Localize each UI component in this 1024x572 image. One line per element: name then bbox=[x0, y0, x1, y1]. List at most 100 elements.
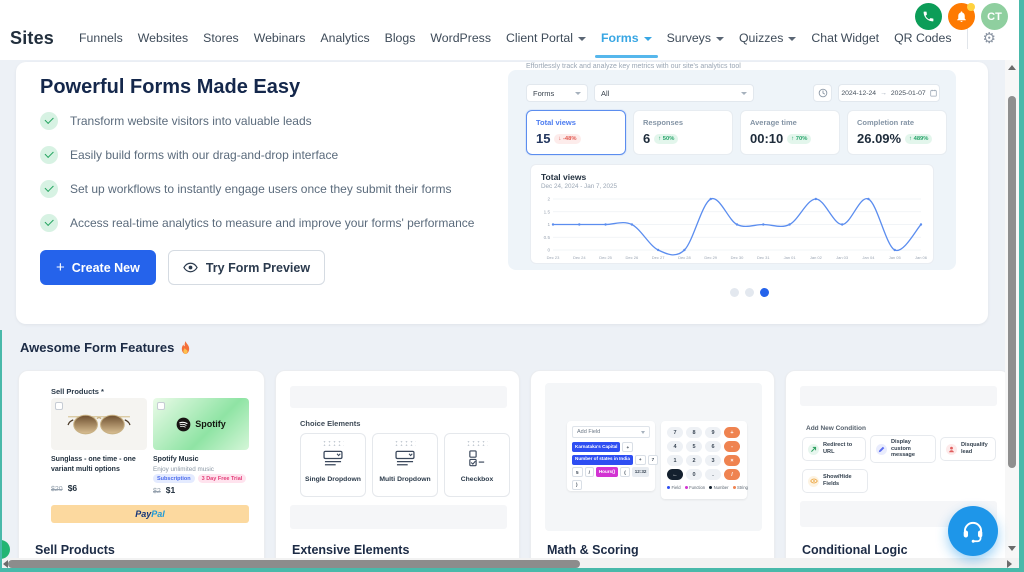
element-tile-multi-dropdown[interactable]: Multi Dropdown bbox=[372, 433, 438, 497]
formula-token[interactable]: / bbox=[584, 467, 594, 477]
scroll-down-arrow[interactable] bbox=[1008, 546, 1016, 551]
nav-qr-codes[interactable]: QR Codes bbox=[894, 31, 952, 45]
formula-token[interactable]: 7 bbox=[647, 454, 659, 465]
total-views-line-chart: 0 0.5 1 1.5 2 Dec 23 Dec 24 Dec 25 Dec 26 Dec 27 D… bbox=[544, 197, 928, 260]
scroll-up-arrow[interactable] bbox=[1008, 65, 1016, 70]
keypad-key-divide[interactable]: / bbox=[724, 469, 740, 480]
formula-token[interactable]: Hours() bbox=[595, 467, 619, 477]
nav-stores[interactable]: Stores bbox=[203, 31, 239, 45]
eye-icon bbox=[183, 262, 198, 273]
nav-surveys[interactable]: Surveys bbox=[667, 31, 724, 45]
keypad-key[interactable]: 0 bbox=[686, 469, 702, 480]
placeholder-band bbox=[290, 386, 507, 408]
placeholder-band bbox=[290, 505, 507, 529]
product-checkbox[interactable] bbox=[157, 402, 165, 410]
formula-token[interactable]: 5 bbox=[572, 467, 583, 477]
carousel-dot[interactable] bbox=[745, 288, 754, 297]
window-edge-highlight bbox=[1019, 0, 1024, 572]
product-badges: Subscription 3 Day Free Trial bbox=[153, 474, 247, 483]
action-tile-redirect-url[interactable]: Redirect to URL bbox=[802, 437, 866, 461]
element-tile-single-dropdown[interactable]: Single Dropdown bbox=[300, 433, 366, 497]
notifications-button[interactable] bbox=[948, 3, 975, 30]
entity-type-select[interactable]: Forms bbox=[526, 84, 588, 102]
keypad-key[interactable]: 2 bbox=[686, 455, 702, 466]
nav-analytics[interactable]: Analytics bbox=[320, 31, 370, 45]
phone-call-button[interactable] bbox=[915, 3, 942, 30]
page-title: Powerful Forms Made Easy bbox=[40, 76, 301, 98]
formula-token[interactable]: 12:32 bbox=[631, 467, 650, 477]
svg-text:Dec 28: Dec 28 bbox=[678, 255, 691, 260]
keypad-key[interactable]: 7 bbox=[667, 427, 683, 438]
nav-webinars[interactable]: Webinars bbox=[253, 31, 306, 45]
formula-token[interactable]: Number of states in India bbox=[572, 454, 633, 465]
try-form-preview-button[interactable]: Try Form Preview bbox=[167, 250, 326, 285]
dropdown-icon bbox=[323, 450, 343, 466]
keypad-key-minus[interactable]: - bbox=[724, 441, 740, 452]
keypad-key[interactable]: 9 bbox=[705, 427, 721, 438]
svg-text:Dec 30: Dec 30 bbox=[731, 255, 744, 260]
keypad-key-plus[interactable]: + bbox=[724, 427, 740, 438]
nav-funnels[interactable]: Funnels bbox=[79, 31, 123, 45]
user-avatar[interactable]: CT bbox=[981, 3, 1008, 30]
keypad-key-backspace[interactable]: ← bbox=[667, 469, 683, 480]
stat-total-views[interactable]: Total views 15 ↓ -48% bbox=[526, 110, 626, 155]
stat-completion-rate[interactable]: Completion rate 26.09% ↑ 489% bbox=[847, 110, 947, 155]
nav-forms[interactable]: Forms bbox=[595, 31, 658, 58]
formula-token[interactable]: Karnataka's Capital bbox=[572, 442, 621, 452]
horizontal-scrollbar-thumb[interactable] bbox=[8, 560, 580, 568]
keypad-key[interactable]: 3 bbox=[705, 455, 721, 466]
carousel-dot[interactable] bbox=[730, 288, 739, 297]
feature-card-title: Conditional Logic bbox=[802, 543, 908, 557]
paypal-button[interactable]: Pay Pal bbox=[51, 505, 249, 523]
action-tile-show-hide-fields[interactable]: Show/Hide Fields bbox=[802, 469, 868, 493]
action-tile-disqualify-lead[interactable]: Disqualify lead bbox=[940, 437, 996, 461]
stat-average-time[interactable]: Average time 00:10 ↑ 70% bbox=[740, 110, 840, 155]
action-tile-display-message[interactable]: Display custom message bbox=[870, 435, 936, 463]
feature-card-math-scoring[interactable]: Add Field Karnataka's Capital + Number o… bbox=[530, 370, 775, 570]
formula-token[interactable]: ( bbox=[620, 467, 630, 477]
keypad-key-multiply[interactable]: × bbox=[724, 455, 740, 466]
svg-text:Dec 23: Dec 23 bbox=[547, 255, 560, 260]
product-name: Spotify Music bbox=[153, 456, 199, 463]
stat-responses[interactable]: Responses 6 ↑ 50% bbox=[633, 110, 733, 155]
scope-select[interactable]: All bbox=[594, 84, 754, 102]
nav-client-portal[interactable]: Client Portal bbox=[506, 31, 586, 45]
formula-token[interactable]: + bbox=[622, 442, 634, 452]
support-chat-button[interactable] bbox=[948, 506, 998, 556]
scroll-right-arrow[interactable] bbox=[1007, 560, 1012, 568]
keypad-key[interactable]: 8 bbox=[686, 427, 702, 438]
floating-widget-partial[interactable] bbox=[0, 540, 10, 559]
keypad-key[interactable]: 1 bbox=[667, 455, 683, 466]
eye-icon bbox=[808, 475, 819, 487]
feature-card-sell-products[interactable]: Sell Products * Spotify Sunglass - one t… bbox=[18, 370, 265, 570]
nav-chat-widget[interactable]: Chat Widget bbox=[811, 31, 880, 45]
nav-websites[interactable]: Websites bbox=[137, 31, 189, 45]
add-field-select[interactable]: Add Field bbox=[572, 426, 650, 438]
formula-token[interactable]: ) bbox=[572, 479, 582, 490]
list-item: Easily build forms with our drag-and-dro… bbox=[40, 146, 474, 164]
date-range-picker[interactable]: 2024-12-24 → 2025-01-07 bbox=[838, 84, 940, 102]
subscription-badge: Subscription bbox=[153, 474, 195, 483]
analytics-tagline: Effortlessly track and analyze key metri… bbox=[526, 63, 741, 70]
clock-icon bbox=[818, 88, 827, 98]
nav-quizzes[interactable]: Quizzes bbox=[739, 31, 797, 45]
nav-blogs[interactable]: Blogs bbox=[384, 31, 416, 45]
list-item: Access real-time analytics to measure an… bbox=[40, 214, 474, 232]
feature-card-extensive-elements[interactable]: Choice Elements Single Dropdown Multi Dr… bbox=[275, 370, 520, 570]
keypad-key[interactable]: 5 bbox=[686, 441, 702, 452]
refresh-button[interactable] bbox=[813, 84, 832, 102]
brand-logo[interactable]: Sites bbox=[10, 27, 55, 48]
keypad-key[interactable]: 4 bbox=[667, 441, 683, 452]
keypad-key[interactable]: . bbox=[705, 469, 721, 480]
carousel-dots bbox=[730, 288, 769, 297]
vertical-scrollbar-thumb[interactable] bbox=[1008, 96, 1016, 468]
create-new-button[interactable]: + Create New bbox=[40, 250, 156, 285]
element-tile-checkbox[interactable]: Checkbox bbox=[444, 433, 510, 497]
nav-wordpress[interactable]: WordPress bbox=[430, 31, 491, 45]
keypad-key[interactable]: 6 bbox=[705, 441, 721, 452]
settings-gear-icon[interactable]: ⚙ bbox=[982, 29, 996, 47]
scroll-left-arrow[interactable] bbox=[3, 560, 8, 568]
carousel-dot-active[interactable] bbox=[760, 288, 769, 297]
formula-token[interactable]: + bbox=[634, 454, 646, 465]
product-checkbox[interactable] bbox=[55, 402, 63, 410]
